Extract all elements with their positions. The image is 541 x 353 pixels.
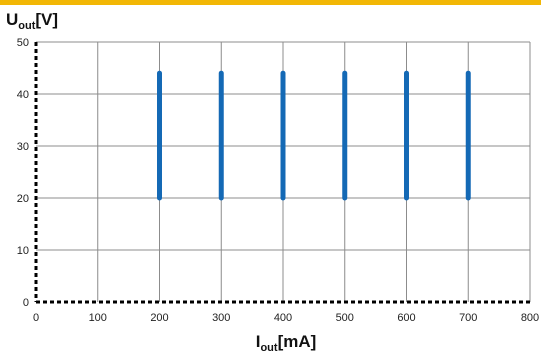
x-tick-label: 600: [397, 312, 415, 324]
y-tick-label: 20: [17, 193, 29, 205]
x-tick-label: 300: [212, 312, 230, 324]
y-axis-title: Uout[V]: [6, 10, 58, 32]
y-axis-unit: [V]: [35, 10, 58, 29]
x-tick-label: 400: [274, 312, 292, 324]
x-axis-title: Iout[mA]: [256, 332, 317, 353]
y-tick-label: 50: [17, 37, 29, 49]
y-axis-symbol: U: [6, 10, 18, 29]
data-series: [157, 70, 471, 201]
y-axis-subscript: out: [18, 20, 35, 32]
x-tick-label: 0: [33, 312, 39, 324]
axes: [34, 42, 530, 304]
y-tick-label: 40: [17, 89, 29, 101]
x-axis-symbol: I: [256, 332, 261, 351]
x-tick-label: 100: [89, 312, 107, 324]
y-tick-label: 30: [17, 141, 29, 153]
x-tick-label: 500: [336, 312, 354, 324]
x-axis-unit: [mA]: [278, 332, 317, 351]
top-accent-band: [0, 0, 541, 5]
x-tick-label: 700: [459, 312, 477, 324]
x-axis-subscript: out: [260, 342, 277, 353]
x-tick-label: 200: [150, 312, 168, 324]
x-tick-label: 800: [521, 312, 539, 324]
y-tick-label: 0: [23, 297, 29, 309]
y-tick-label: 10: [17, 245, 29, 257]
tick-labels: 0 100 200 300 400 500 600 700 800 0 10 20 30 40 50: [17, 37, 539, 324]
